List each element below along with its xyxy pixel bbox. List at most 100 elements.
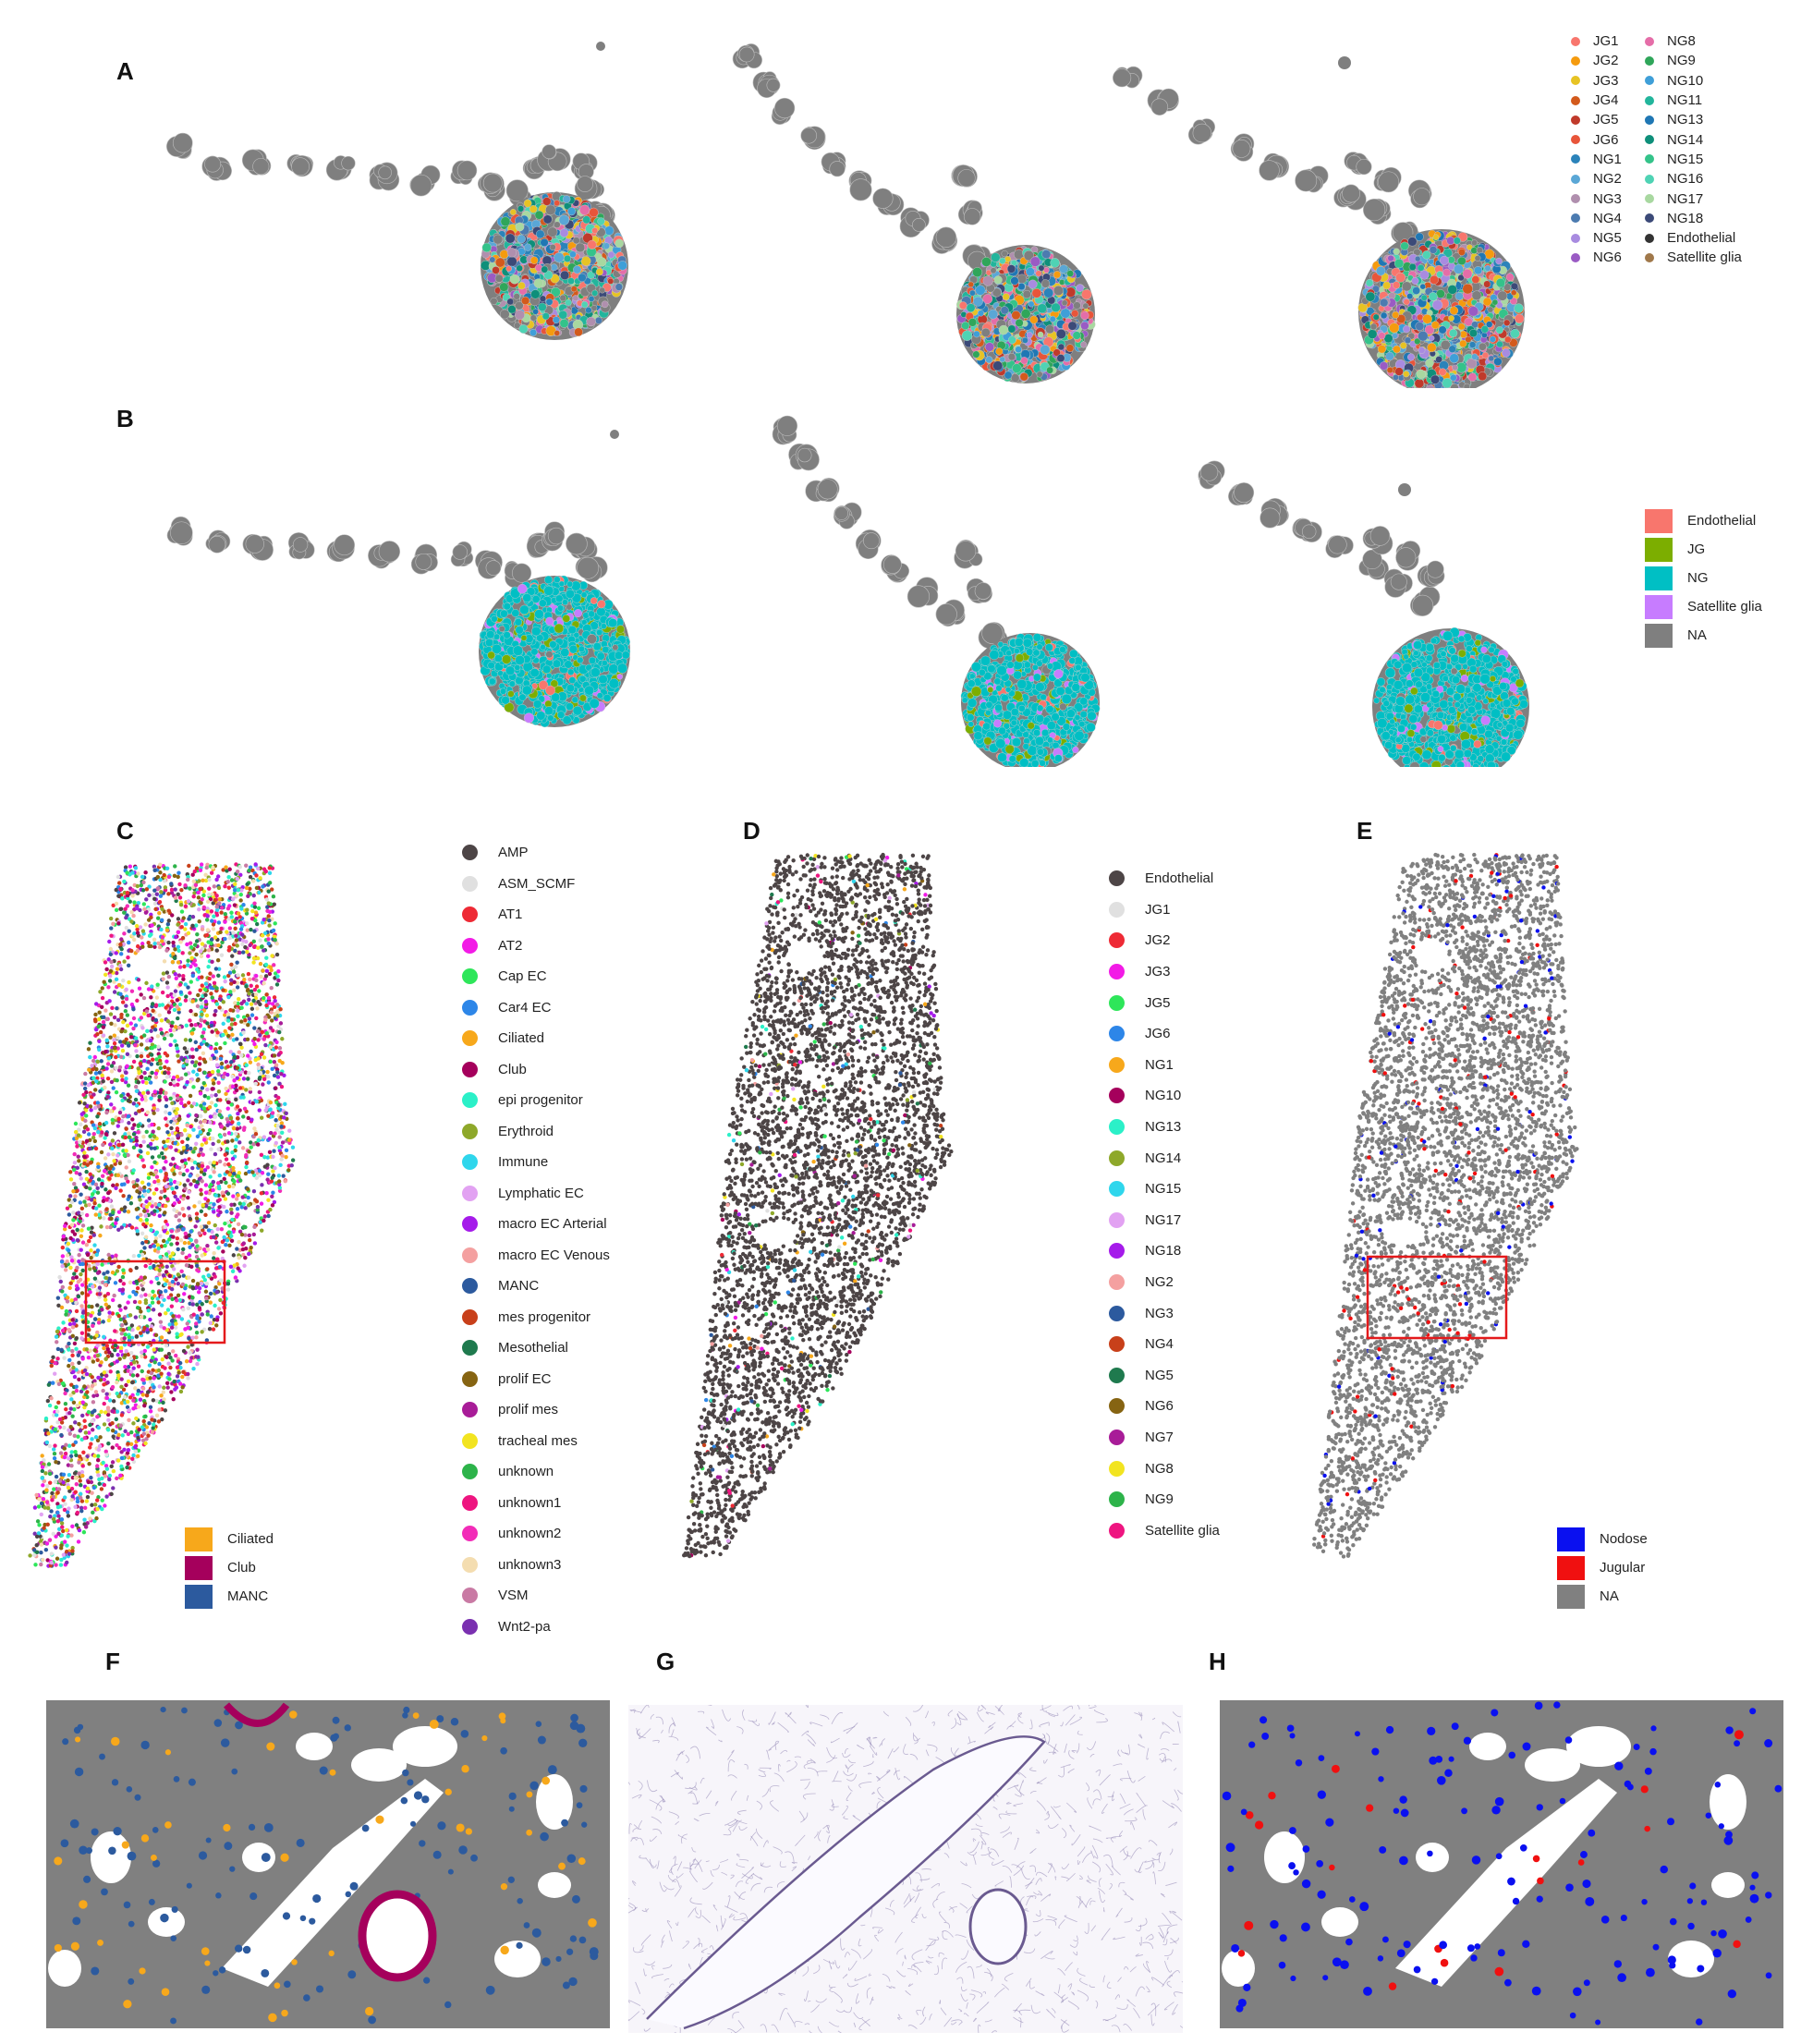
legend-entry: macro EC Arterial — [462, 1209, 610, 1240]
legend-swatch — [185, 1555, 213, 1580]
legend-entry: NG9 — [1109, 1484, 1220, 1515]
panel-d-lung — [665, 846, 1081, 1576]
legend-swatch — [1571, 95, 1580, 105]
panel-label-a: A — [116, 57, 134, 86]
legend-label: AT1 — [498, 906, 522, 922]
zoom-region-box — [1366, 1255, 1508, 1340]
legend-label: NG4 — [1593, 211, 1622, 226]
legend-entry: NG13 — [1109, 1112, 1220, 1143]
legend-entry: JG3 — [1571, 71, 1622, 91]
section-b2 — [772, 415, 1101, 767]
legend-swatch — [1109, 1274, 1125, 1291]
legend-label: NG2 — [1145, 1274, 1174, 1290]
legend-label: ASM_SCMF — [498, 876, 575, 892]
section-b3 — [1198, 460, 1529, 767]
legend-entry: Satellite glia — [1645, 248, 1742, 267]
legend-swatch — [1109, 1522, 1125, 1539]
legend-label: AMP — [498, 845, 529, 860]
legend-label: NG4 — [1145, 1336, 1174, 1352]
legend-swatch — [1109, 1367, 1125, 1383]
lung-cells — [28, 862, 296, 1568]
legend-entry: Ciliated — [462, 1023, 610, 1054]
legend-label: Endothelial — [1687, 513, 1756, 529]
legend-entry: VSM — [462, 1580, 610, 1612]
legend-label: Mesothelial — [498, 1340, 568, 1356]
legend-entry: NG5 — [1109, 1360, 1220, 1392]
panel-label-b: B — [116, 405, 134, 433]
legend-entry: unknown1 — [462, 1488, 610, 1519]
legend-entry: Satellite glia — [1645, 592, 1762, 621]
legend-swatch — [1571, 174, 1580, 184]
legend-label: MANC — [498, 1278, 539, 1294]
legend-e: Nodose Jugular NA — [1557, 1525, 1648, 1611]
legend-entry: prolif EC — [462, 1364, 610, 1395]
legend-entry: JG — [1645, 535, 1762, 564]
legend-label: NG5 — [1145, 1368, 1174, 1383]
legend-swatch — [462, 1247, 478, 1263]
legend-entry: JG3 — [1109, 956, 1220, 988]
section-a2 — [732, 43, 1096, 383]
legend-entry: NG2 — [1571, 169, 1622, 189]
legend-entry: unknown — [462, 1456, 610, 1488]
legend-label: NG14 — [1667, 132, 1703, 148]
legend-label: Jugular — [1600, 1560, 1645, 1576]
legend-swatch — [1109, 1056, 1125, 1073]
legend-swatch — [1109, 1398, 1125, 1415]
legend-label: NG6 — [1145, 1398, 1174, 1414]
legend-swatch — [462, 1618, 478, 1635]
legend-b: Endothelial JG NG Satellite glia NA — [1645, 506, 1762, 650]
legend-swatch — [462, 1370, 478, 1387]
panel-label-c: C — [116, 817, 134, 846]
legend-entry: NG7 — [1109, 1422, 1220, 1454]
legend-entry: JG4 — [1571, 91, 1622, 110]
legend-swatch — [1109, 1460, 1125, 1477]
legend-label: JG — [1687, 541, 1705, 557]
legend-entry: Endothelial — [1645, 506, 1762, 535]
legend-entry: Club — [185, 1553, 274, 1582]
legend-label: NG8 — [1145, 1461, 1174, 1477]
legend-entry: Nodose — [1557, 1525, 1648, 1553]
legend-swatch — [1645, 76, 1654, 86]
legend-swatch — [462, 1030, 478, 1047]
legend-label: NG9 — [1667, 53, 1696, 68]
legend-label: MANC — [227, 1588, 268, 1604]
legend-swatch — [1109, 1429, 1125, 1445]
legend-a-col1: JG1 JG2 JG3 JG4 JG5 JG6 NG1 NG2 NG3 NG4 NG5 NG6 — [1571, 31, 1622, 268]
legend-label: NG2 — [1593, 171, 1622, 187]
legend-label: JG2 — [1145, 932, 1171, 948]
legend-label: NG3 — [1145, 1306, 1174, 1321]
legend-swatch — [1109, 901, 1125, 918]
legend-swatch — [1645, 213, 1654, 224]
legend-swatch — [462, 845, 478, 861]
legend-label: prolif mes — [498, 1402, 558, 1417]
panel-label-d: D — [743, 817, 761, 846]
legend-swatch — [1571, 76, 1580, 86]
legend-swatch — [1109, 1336, 1125, 1353]
legend-label: macro EC Venous — [498, 1247, 610, 1263]
legend-label: VSM — [498, 1588, 529, 1603]
legend-entry: AT2 — [462, 931, 610, 962]
lung-section-celltypes — [28, 862, 296, 1568]
legend-entry: NG8 — [1109, 1453, 1220, 1484]
lung-cells — [1312, 852, 1579, 1559]
legend-swatch — [1645, 252, 1654, 262]
legend-label: Car4 EC — [498, 1000, 552, 1016]
legend-swatch — [462, 1278, 478, 1295]
legend-entry: NG10 — [1645, 71, 1742, 91]
legend-entry: tracheal mes — [462, 1426, 610, 1457]
legend-entry: NG1 — [1109, 1050, 1220, 1081]
legend-entry: Erythroid — [462, 1116, 610, 1148]
legend-entry: JG2 — [1109, 925, 1220, 956]
legend-swatch — [1571, 135, 1580, 145]
legend-label: Ciliated — [498, 1030, 544, 1046]
zoom-celltypes — [46, 1700, 610, 2028]
panel-e-lung — [1294, 846, 1710, 1576]
legend-label: macro EC Arterial — [498, 1216, 607, 1232]
zoom-region-box — [84, 1259, 226, 1344]
legend-swatch — [1645, 537, 1673, 562]
legend-entry: JG5 — [1571, 110, 1622, 129]
legend-entry: prolif mes — [462, 1394, 610, 1426]
legend-swatch — [462, 1402, 478, 1418]
legend-swatch — [1571, 154, 1580, 164]
legend-entry: MANC — [185, 1582, 274, 1611]
